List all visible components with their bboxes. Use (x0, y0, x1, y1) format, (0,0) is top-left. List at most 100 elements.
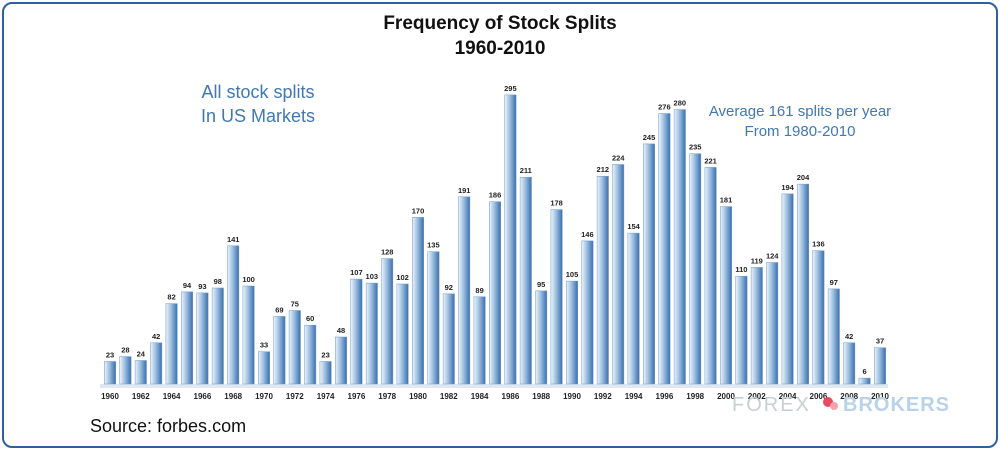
watermark-text-brokers: BROKERS (843, 394, 950, 416)
bar-2010 (874, 347, 886, 385)
value-label-1994: 154 (627, 222, 640, 231)
value-label-1978: 128 (381, 248, 394, 257)
x-tick-label-1960: 1960 (101, 392, 119, 401)
bar-1966 (196, 292, 209, 385)
x-tick-label-1984: 1984 (471, 392, 489, 401)
bar-1985 (489, 201, 501, 385)
bar-1965 (181, 291, 193, 385)
value-label-2002: 119 (751, 256, 763, 265)
value-label-1991: 146 (581, 230, 594, 239)
value-label-2007: 97 (830, 278, 838, 287)
x-tick-label-1976: 1976 (348, 392, 366, 401)
value-label-2008: 42 (845, 332, 853, 341)
chart-title: Frequency of Stock Splits (383, 13, 616, 34)
bar-1978 (381, 258, 394, 385)
value-label-1993: 224 (612, 154, 625, 163)
value-label-1986: 295 (504, 84, 517, 93)
value-label-1975: 48 (337, 326, 345, 335)
bar-1997 (673, 109, 686, 385)
x-tick-label-2004: 2004 (779, 392, 797, 401)
bar-1973 (304, 324, 317, 385)
value-label-1999: 221 (704, 156, 717, 165)
value-label-1995: 245 (643, 133, 656, 142)
x-tick-label-1962: 1962 (132, 392, 150, 401)
value-label-1988: 95 (537, 280, 545, 289)
value-label-1970: 33 (260, 341, 268, 350)
value-label-1992: 212 (597, 165, 610, 174)
value-label-1989: 178 (550, 199, 563, 208)
x-tick-label-1992: 1992 (594, 392, 612, 401)
value-label-1966: 93 (198, 282, 206, 291)
bar-1980 (412, 217, 424, 385)
value-label-2010: 37 (876, 337, 884, 346)
x-tick-label-2006: 2006 (810, 392, 828, 401)
source-text: Source: forbes.com (90, 416, 246, 436)
bar-1994 (627, 232, 640, 385)
value-label-1963: 42 (152, 332, 160, 341)
bar-1967 (211, 287, 224, 385)
value-label-1968: 141 (227, 235, 240, 244)
bar-1988 (535, 290, 548, 385)
value-label-1967: 98 (214, 277, 222, 286)
value-labels-group: 23 28 24 42 82 94 93 98 141 100 33 69 75 60 23 48 107 103… (106, 84, 884, 376)
x-tick-label-1994: 1994 (625, 392, 643, 401)
bar-1993 (612, 164, 625, 385)
value-label-1974: 23 (321, 351, 329, 360)
bars-group (104, 94, 886, 385)
x-tick-label-1980: 1980 (409, 392, 427, 401)
bar-2003 (766, 262, 779, 385)
annotation-right-line1: Average 161 splits per year (709, 103, 891, 120)
value-label-1973: 60 (306, 314, 314, 323)
x-tick-labels-group: 1960 1962 1964 1966 1968 1970 1972 1974 1976 1978… (101, 392, 889, 401)
bar-1975 (335, 336, 347, 385)
bar-1979 (396, 283, 409, 385)
bar-1990 (566, 280, 578, 385)
value-label-1981: 135 (427, 241, 440, 250)
x-tick-label-1996: 1996 (656, 392, 674, 401)
bar-1964 (165, 303, 178, 385)
bar-2009 (858, 377, 871, 385)
bar-1982 (442, 293, 455, 385)
bar-1962 (134, 360, 147, 385)
bar-1969 (242, 285, 255, 385)
x-tick-label-1998: 1998 (686, 392, 704, 401)
value-label-1985: 186 (489, 191, 502, 200)
x-tick-label-2010: 2010 (871, 392, 889, 401)
x-tick-label-1982: 1982 (440, 392, 458, 401)
x-tick-label-1964: 1964 (163, 392, 181, 401)
x-tick-label-2002: 2002 (748, 392, 766, 401)
value-label-1979: 102 (396, 273, 409, 282)
watermark-text-forex: FOREX (732, 394, 811, 416)
value-label-1964: 82 (167, 293, 175, 302)
x-tick-label-1978: 1978 (378, 392, 396, 401)
bar-1995 (643, 143, 655, 385)
value-label-1960: 23 (106, 351, 114, 360)
bar-1972 (288, 310, 301, 385)
bar-1977 (365, 282, 378, 385)
annotation-left-line1: All stock splits (201, 82, 314, 102)
bar-1971 (273, 316, 286, 385)
value-label-1982: 92 (445, 283, 453, 292)
bar-2002 (750, 267, 763, 385)
watermark-logo: FOREX BROKERS (732, 394, 950, 416)
value-label-2009: 6 (863, 367, 867, 376)
bar-1976 (350, 278, 363, 385)
x-tick-label-1990: 1990 (563, 392, 581, 401)
chart-subtitle: 1960-2010 (455, 38, 546, 59)
x-tick-label-1966: 1966 (194, 392, 212, 401)
value-label-1998: 235 (689, 143, 702, 152)
annotation-right-line2: From 1980-2010 (745, 123, 856, 140)
bar-1963 (150, 342, 163, 385)
bar-2008 (843, 342, 856, 385)
watermark-logo-icon-accent (830, 402, 838, 410)
value-label-1965: 94 (183, 281, 192, 290)
value-label-1977: 103 (366, 272, 379, 281)
value-label-1971: 69 (275, 305, 283, 314)
bar-1981 (427, 251, 440, 385)
x-tick-label-1972: 1972 (286, 392, 304, 401)
value-label-1980: 170 (412, 206, 425, 215)
bar-1983 (458, 196, 471, 385)
bar-2006 (812, 250, 825, 385)
bar-1999 (704, 167, 717, 385)
